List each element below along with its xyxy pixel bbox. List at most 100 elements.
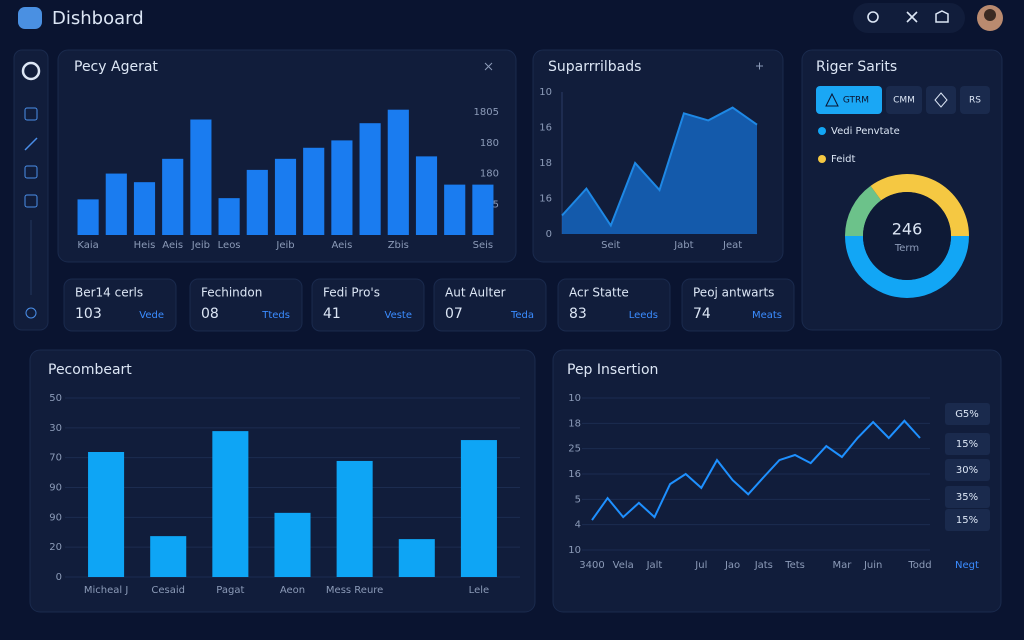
toolbar — [853, 3, 965, 33]
donut-segment — [870, 173, 969, 236]
stat-value: 41 — [323, 306, 341, 322]
x-tick-label: Tets — [784, 560, 805, 571]
filter-button[interactable] — [886, 86, 922, 114]
tools-icon[interactable] — [906, 11, 918, 23]
logo — [18, 7, 42, 29]
search-icon[interactable] — [867, 11, 879, 23]
donut-value: 246 — [892, 220, 923, 239]
stat-link[interactable]: Vede — [139, 310, 164, 321]
bar — [274, 158, 297, 235]
area-fill — [562, 107, 757, 234]
avatar-face — [984, 9, 996, 21]
nav-settings[interactable] — [25, 307, 37, 319]
y-tick-label: 25 — [568, 444, 581, 455]
add-icon[interactable] — [756, 62, 763, 70]
bar — [218, 198, 240, 235]
stat-link[interactable]: Meats — [752, 310, 782, 321]
badge-label: 35% — [956, 492, 978, 503]
bar — [77, 199, 99, 235]
x-tick-label: Jul — [694, 560, 707, 571]
filter-button[interactable] — [960, 86, 990, 114]
stat-label: Peoj antwarts — [693, 286, 774, 300]
y-tick-label: 16 — [539, 194, 552, 205]
y-tick-label: 180 — [480, 169, 499, 180]
chart-title: Pecy Agerat — [74, 59, 158, 75]
donut-label: Term — [894, 243, 919, 254]
bar — [336, 460, 373, 577]
x-tick-label: Pagat — [216, 585, 244, 596]
stat-value: 74 — [693, 306, 711, 322]
nav-item[interactable] — [24, 137, 38, 151]
bar — [274, 512, 311, 577]
donut-hole — [863, 192, 951, 280]
bar — [246, 169, 268, 235]
x-tick-label: Jao — [724, 560, 740, 571]
panel — [552, 349, 1002, 613]
nav-item[interactable] — [24, 194, 38, 208]
stat-card — [433, 278, 547, 332]
stat-value: 103 — [75, 306, 102, 322]
stat-card — [557, 278, 671, 332]
stat-value: 07 — [445, 306, 463, 322]
filter-button[interactable] — [926, 86, 956, 114]
donut-segment — [845, 185, 882, 236]
bar — [303, 147, 325, 235]
bar — [150, 536, 187, 577]
badge-label: G5% — [955, 409, 979, 420]
filter-label: GTRM — [843, 96, 869, 106]
y-tick-label: 1805 — [474, 107, 499, 118]
nav-item[interactable] — [24, 107, 38, 121]
filter-icon — [934, 92, 948, 108]
stat-card — [681, 278, 795, 332]
x-tick-label: Juin — [863, 560, 882, 571]
bar — [105, 173, 127, 235]
sidebar — [13, 49, 49, 331]
bar — [331, 140, 353, 235]
filter-button[interactable] — [816, 86, 882, 114]
donut-segment — [845, 236, 969, 298]
chart-title: Suparrrilbads — [548, 59, 641, 75]
bar — [415, 156, 438, 235]
stat-label: Fechindon — [201, 286, 262, 300]
bar — [88, 451, 125, 577]
close-icon[interactable] — [484, 62, 493, 71]
bar — [444, 184, 466, 235]
y-tick-label: 10 — [568, 393, 581, 404]
badge-link[interactable]: Negt — [955, 560, 979, 571]
y-tick-label: 30 — [49, 423, 62, 434]
y-tick-label: 0 — [56, 572, 62, 583]
y-tick-label: 5 — [575, 494, 581, 505]
nav-home[interactable] — [21, 61, 41, 81]
filter-icon — [825, 92, 839, 107]
app-title: Dishboard — [52, 8, 144, 29]
stat-link[interactable]: Teda — [510, 310, 534, 321]
filter-label: RS — [969, 96, 981, 106]
bar — [387, 109, 409, 235]
x-tick-label: Jeat — [722, 240, 742, 251]
nav-item[interactable] — [24, 165, 38, 179]
settings-icon[interactable] — [935, 10, 949, 23]
legend-swatch — [818, 127, 826, 135]
x-tick-label: Jeib — [191, 240, 210, 251]
y-tick-label: 90 — [49, 483, 62, 494]
bar — [133, 182, 156, 235]
y-tick-label: 5 — [493, 199, 499, 210]
badge — [945, 459, 990, 481]
bar — [212, 431, 249, 577]
y-tick-label: 90 — [49, 512, 62, 523]
stat-link[interactable]: Tteds — [261, 310, 290, 321]
badge — [945, 403, 990, 425]
stat-label: Fedi Pro's — [323, 286, 380, 300]
x-tick-label: Cesaid — [151, 585, 185, 596]
bar — [472, 184, 494, 235]
stat-link[interactable]: Leeds — [629, 310, 658, 321]
x-tick-label: Micheal J — [84, 585, 128, 596]
stat-link[interactable]: Veste — [385, 310, 413, 321]
x-tick-label: Lele — [469, 585, 489, 596]
badge — [945, 509, 990, 531]
bar — [460, 440, 497, 577]
legend-label: Feidt — [831, 154, 855, 165]
line — [591, 419, 921, 521]
stat-card — [311, 278, 425, 332]
